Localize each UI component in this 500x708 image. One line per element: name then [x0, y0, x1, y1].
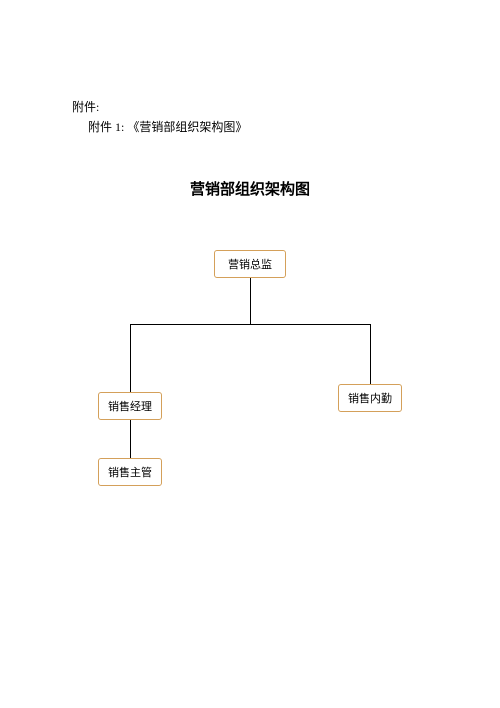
chart-title: 营销部组织架构图	[0, 178, 500, 199]
org-node-left: 销售经理	[98, 392, 162, 420]
attachment-subheader: 附件 1: 《营销部组织架构图》	[88, 118, 247, 135]
org-chart: 营销总监销售经理 销售内勤销售主管	[0, 250, 500, 550]
connector	[370, 324, 371, 384]
org-node-root: 营销总监	[214, 250, 286, 278]
connector	[250, 278, 251, 324]
attachment-header: 附件:	[72, 98, 99, 115]
org-node-right: 销售内勤	[338, 384, 402, 412]
connector	[130, 420, 131, 458]
org-node-leftchild: 销售主管	[98, 458, 162, 486]
connector	[130, 324, 371, 325]
connector	[130, 324, 131, 392]
